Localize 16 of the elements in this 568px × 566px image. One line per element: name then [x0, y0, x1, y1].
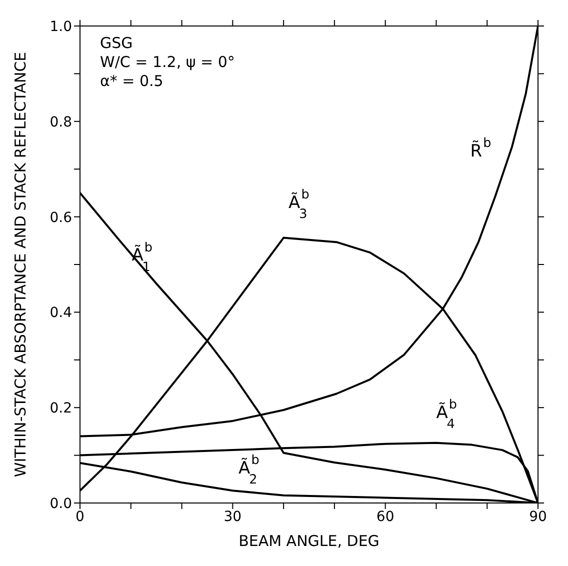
series-label: R̃$^{b}$	[470, 136, 492, 162]
x-tick-label: 90	[529, 508, 547, 525]
x-tick-label: 0	[76, 508, 84, 525]
x-axis-title: BEAM ANGLE, DEG	[238, 532, 380, 550]
y-tick-label: 0.8	[50, 114, 72, 130]
x-tick-label: 60	[376, 508, 394, 525]
y-tick-label: 0.6	[50, 210, 72, 226]
x-tick-label: 30	[224, 508, 242, 525]
annotation: α* = 0.5	[100, 72, 164, 91]
y-tick-label: 0.0	[50, 496, 72, 512]
y-tick-label: 0.4	[50, 305, 72, 322]
annotation: GSG	[100, 34, 134, 53]
y-axis-title: WITHIN-STACK ABSORPTANCE AND STACK REFLECTANCE	[11, 52, 30, 478]
y-tick-label: 0.2	[50, 400, 72, 417]
annotation: W/C = 1.2, ψ = 0°	[100, 53, 235, 72]
y-tick-label: 1.0	[50, 18, 72, 35]
